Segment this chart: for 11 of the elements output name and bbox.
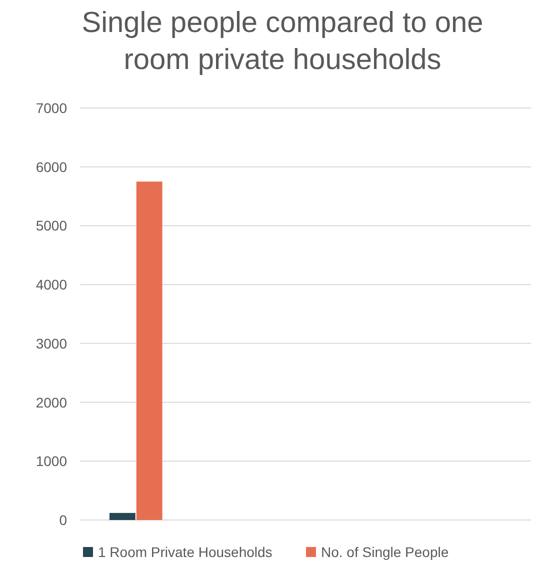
y-tick-label: 5000 (36, 218, 68, 234)
y-tick-label: 1000 (36, 453, 68, 470)
y-tick-label: 6000 (36, 158, 68, 175)
chart-title: Single people compared to one room private households (82, 7, 484, 76)
y-tick-label: 2000 (36, 394, 68, 410)
legend-label: No. of Single People (321, 544, 449, 560)
y-tick-label: 7000 (36, 100, 68, 116)
y-tick-label: 4000 (36, 276, 68, 293)
legend-label: 1 Room Private Households (98, 544, 272, 560)
y-tick-label: 3000 (36, 335, 68, 352)
y-tick-label: 0 (59, 512, 68, 528)
